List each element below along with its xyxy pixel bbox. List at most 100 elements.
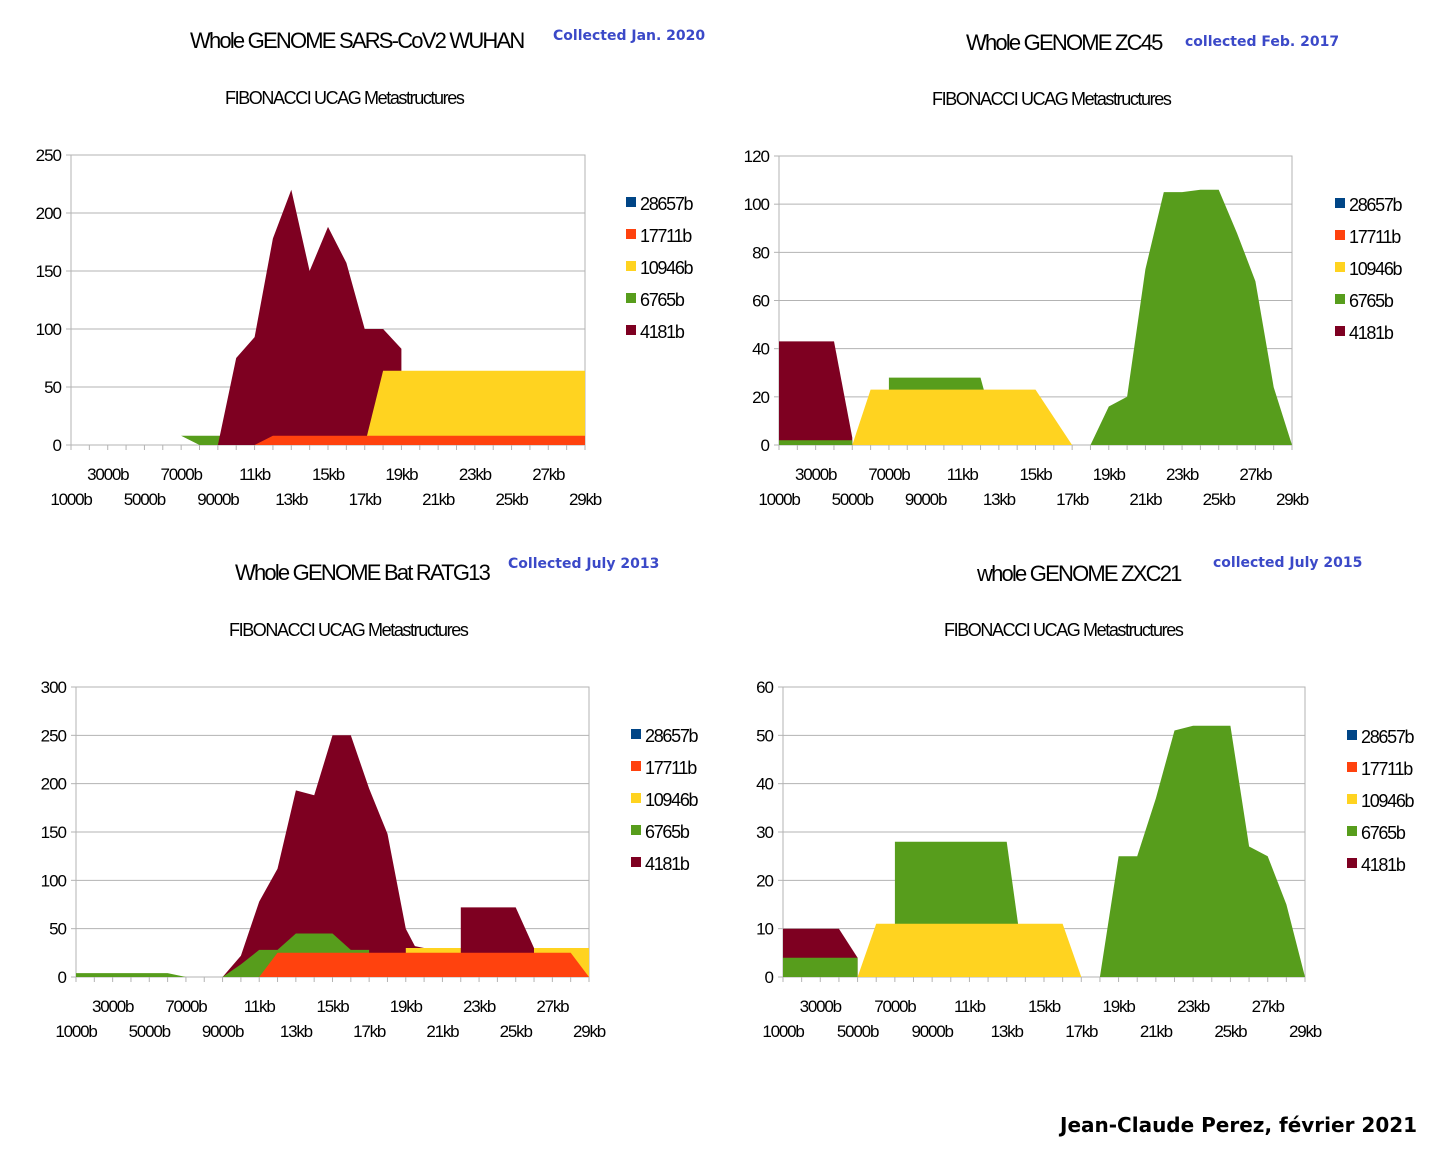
legend-label: 4181b xyxy=(645,854,690,874)
legend-label: 6765b xyxy=(640,290,685,310)
x-tick-label: 27kb xyxy=(1252,997,1285,1016)
x-tick-label: 23kb xyxy=(459,465,492,484)
collected-date: collected July 2015 xyxy=(1213,555,1363,571)
x-tick-label: 3000b xyxy=(800,997,842,1016)
x-tick-label: 11kb xyxy=(239,465,271,484)
x-tick-label: 27kb xyxy=(536,997,569,1016)
x-tick-label: 3000b xyxy=(795,465,837,484)
legend-label: 4181b xyxy=(1349,323,1394,343)
legend-label: 10946b xyxy=(640,258,694,278)
x-tick-label: 15kb xyxy=(312,465,345,484)
y-tick-label: 10 xyxy=(756,920,773,939)
y-tick-label: 0 xyxy=(765,968,774,987)
legend-swatch-6765b xyxy=(631,825,641,835)
area-series-6765b xyxy=(1099,725,1305,977)
collected-date: collected Feb. 2017 xyxy=(1185,34,1340,50)
x-tick-label: 9000b xyxy=(905,490,947,509)
x-tick-label: 9000b xyxy=(912,1022,954,1041)
x-tick-label: 11kb xyxy=(244,997,276,1016)
legend-label: 10946b xyxy=(645,790,699,810)
x-tick-label: 1000b xyxy=(55,1022,97,1041)
y-tick-label: 30 xyxy=(756,823,773,842)
x-tick-label: 19kb xyxy=(1093,465,1126,484)
chart-title: Whole GENOME ZC45 xyxy=(966,30,1163,55)
y-tick-label: 300 xyxy=(41,678,67,697)
x-tick-label: 27kb xyxy=(1239,465,1272,484)
x-tick-label: 9000b xyxy=(197,490,239,509)
x-tick-label: 17kb xyxy=(349,490,382,509)
x-tick-label: 7000b xyxy=(165,997,207,1016)
x-tick-label: 1000b xyxy=(762,1022,804,1041)
y-tick-label: 50 xyxy=(49,920,66,939)
x-tick-label: 11kb xyxy=(954,997,986,1016)
x-tick-label: 15kb xyxy=(1028,997,1061,1016)
legend-swatch-28657b xyxy=(626,197,636,207)
legend: 28657b 17711b 10946b 6765b 4181b xyxy=(1347,727,1416,875)
y-tick-label: 40 xyxy=(756,775,773,794)
legend-label: 28657b xyxy=(1349,195,1403,215)
y-tick-label: 100 xyxy=(36,320,62,339)
y-tick-label: 20 xyxy=(752,388,769,407)
x-tick-label: 17kb xyxy=(1065,1022,1098,1041)
area-series-6765b xyxy=(1090,189,1292,445)
legend-label: 17711b xyxy=(645,758,697,778)
legend-swatch-10946b xyxy=(1347,794,1357,804)
x-tick-label: 1000b xyxy=(758,490,800,509)
legend-swatch-4181b xyxy=(626,325,636,335)
x-tick-label: 25kb xyxy=(500,1022,533,1041)
x-tick-label: 5000b xyxy=(837,1022,879,1041)
legend-label: 10946b xyxy=(1349,259,1403,279)
x-tick-label: 15kb xyxy=(1019,465,1052,484)
x-tick-label: 21kb xyxy=(422,490,455,509)
legend-swatch-17711b xyxy=(631,761,641,771)
x-tick-label: 13kb xyxy=(280,1022,313,1041)
chart-subtitle: FIBONACCI UCAG Metastructures xyxy=(944,620,1184,640)
x-tick-label: 5000b xyxy=(832,490,874,509)
area-series-6765b xyxy=(779,440,853,445)
legend-label: 6765b xyxy=(645,822,690,842)
area-series-4181b xyxy=(199,189,402,445)
y-tick-label: 80 xyxy=(752,243,769,262)
chart-title: whole GENOME ZXC21 xyxy=(977,561,1182,586)
legend-label: 10946b xyxy=(1361,791,1415,811)
legend-swatch-17711b xyxy=(1335,230,1345,240)
legend-label: 17711b xyxy=(640,226,692,246)
x-tick-label: 17kb xyxy=(353,1022,386,1041)
chart-panel-wuhan: Whole GENOME SARS-CoV2 WUHAN Collected J… xyxy=(0,0,715,540)
legend-label: 17711b xyxy=(1349,227,1401,247)
x-tick-label: 19kb xyxy=(385,465,418,484)
legend: 28657b 17711b 10946b 6765b 4181b xyxy=(631,726,700,874)
x-tick-label: 9000b xyxy=(202,1022,244,1041)
legend-swatch-17711b xyxy=(1347,762,1357,772)
legend-swatch-10946b xyxy=(1335,262,1345,272)
chart-svg: 0 20 40 60 80 100 120 3000b 7000b 11kb 15kb 19kb 23k… xyxy=(744,147,1404,509)
x-tick-label: 1000b xyxy=(50,490,92,509)
x-tick-label: 13kb xyxy=(983,490,1016,509)
y-tick-label: 250 xyxy=(36,146,62,165)
legend-label: 28657b xyxy=(645,726,699,746)
x-tick-label: 17kb xyxy=(1056,490,1089,509)
x-tick-label: 13kb xyxy=(275,490,308,509)
legend-swatch-28657b xyxy=(1347,730,1357,740)
legend-swatch-10946b xyxy=(626,261,636,271)
x-tick-label: 25kb xyxy=(1214,1022,1247,1041)
y-tick-label: 100 xyxy=(744,195,770,214)
x-tick-label: 7000b xyxy=(161,465,203,484)
y-tick-label: 0 xyxy=(53,436,62,455)
chart-subtitle: FIBONACCI UCAG Metastructures xyxy=(229,620,469,640)
chart-panel-zc45: Whole GENOME ZC45 collected Feb. 2017 FI… xyxy=(715,0,1430,540)
x-tick-label: 21kb xyxy=(1140,1022,1173,1041)
legend-swatch-17711b xyxy=(626,229,636,239)
y-tick-label: 150 xyxy=(36,262,62,281)
area-series-4181b xyxy=(779,341,853,445)
y-tick-label: 40 xyxy=(752,340,769,359)
area-series-10946b xyxy=(852,389,1073,445)
legend-swatch-28657b xyxy=(631,729,641,739)
x-tick-label: 21kb xyxy=(426,1022,459,1041)
y-tick-label: 60 xyxy=(752,292,769,311)
legend-swatch-6765b xyxy=(1335,294,1345,304)
x-tick-label: 29kb xyxy=(1289,1022,1322,1041)
area-series-4181b xyxy=(222,735,534,977)
collected-date: Collected July 2013 xyxy=(508,556,660,572)
